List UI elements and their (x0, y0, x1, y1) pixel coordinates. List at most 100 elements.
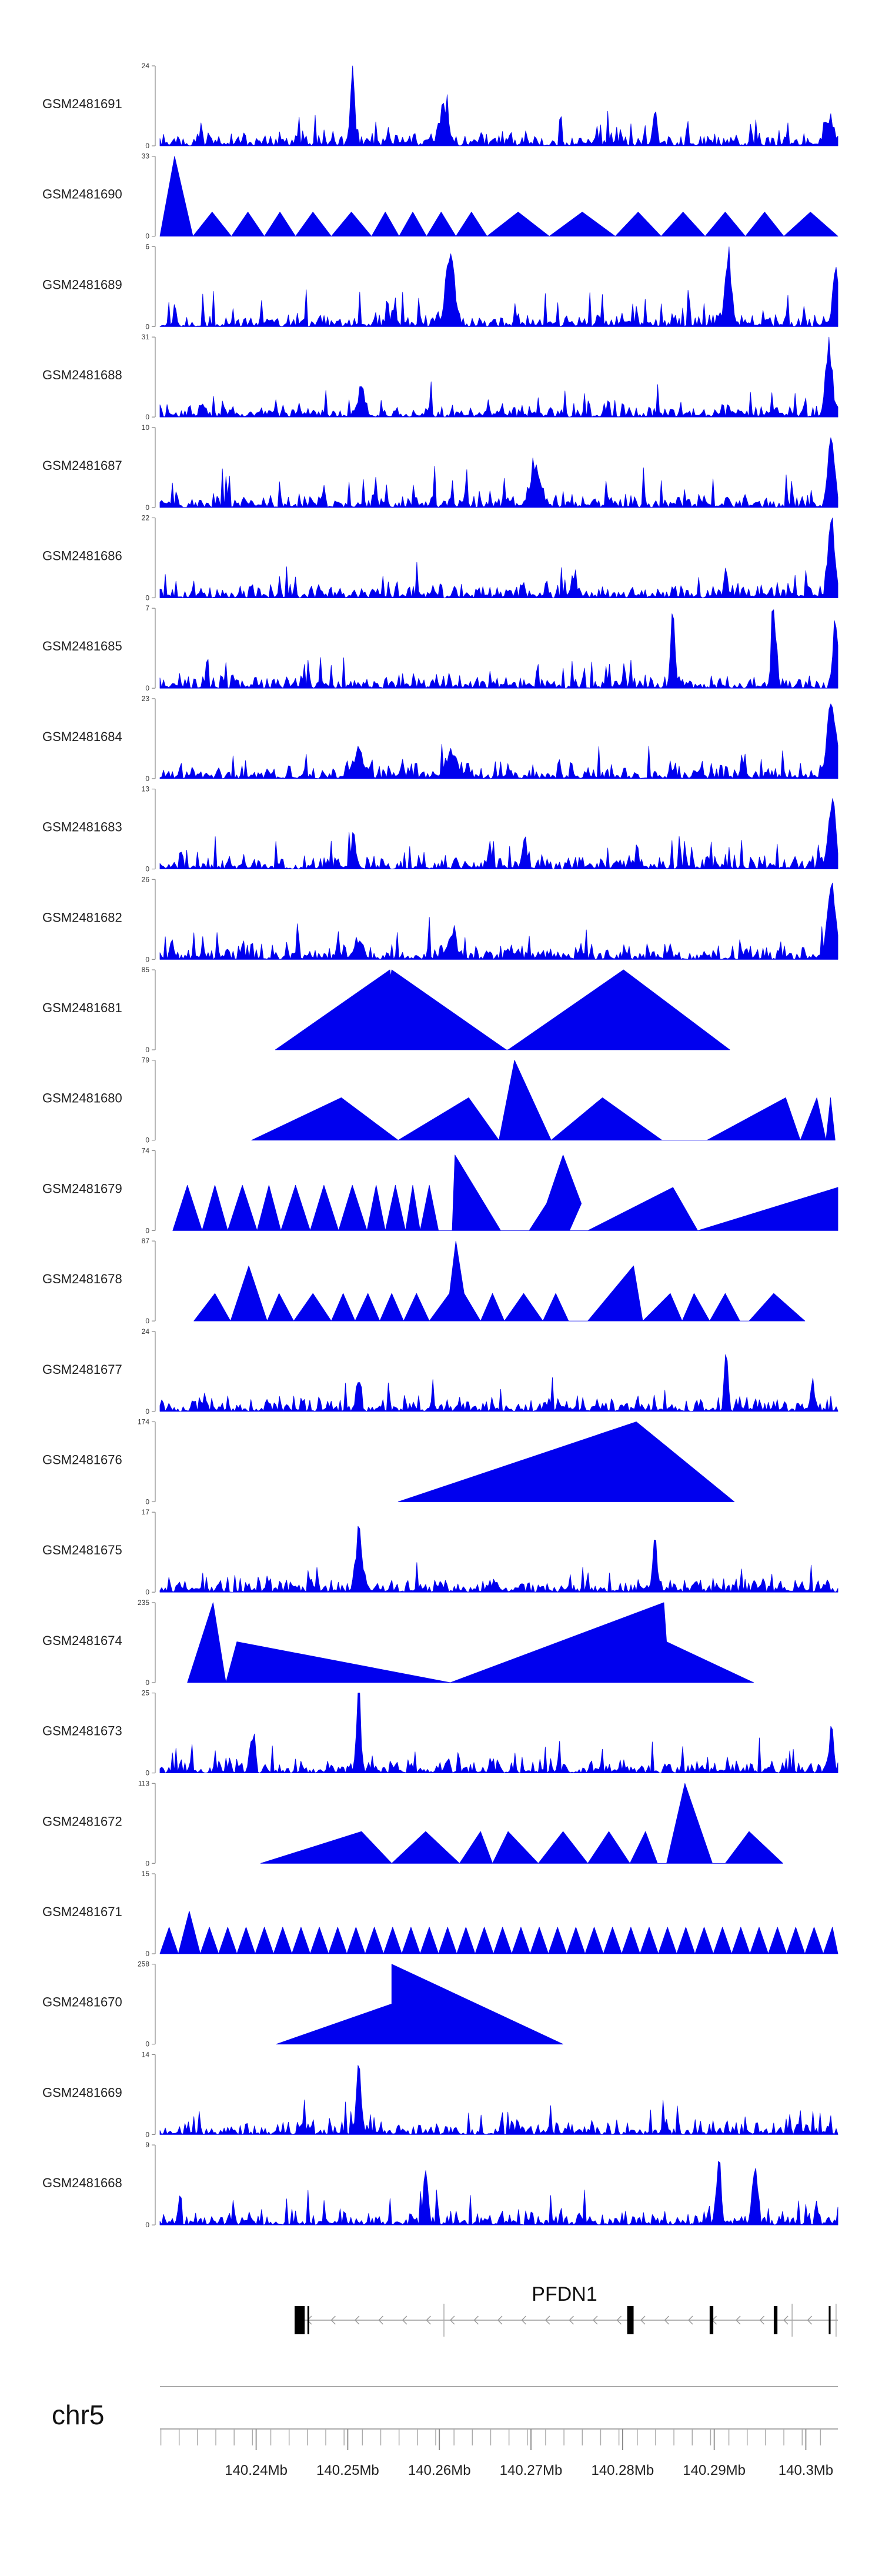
y-max-tick-label: 31 (142, 333, 150, 341)
gene-label: PFDN1 (532, 2283, 597, 2305)
gene-exon (295, 2306, 305, 2334)
coverage-area (159, 246, 838, 327)
axis-tick-label: 140.27Mb (500, 2462, 563, 2478)
track-label: GSM2481675 (42, 1543, 122, 1557)
y-max-tick-label: 25 (142, 1689, 150, 1697)
strand-arrow (426, 2315, 431, 2325)
coverage-area (159, 2065, 838, 2135)
strand-arrow (449, 2315, 455, 2325)
track-label: GSM2481672 (42, 1814, 122, 1828)
coverage-area (260, 1783, 783, 1864)
coverage-area (251, 1060, 836, 1141)
gene-exon (709, 2306, 714, 2334)
track-label: GSM2481673 (42, 1724, 122, 1739)
track-gsm2481684: GSM2481684 23 0 (42, 695, 838, 783)
track-label: GSM2481687 (42, 458, 122, 473)
coverage-area (159, 798, 838, 869)
y-zero-tick-label: 0 (145, 232, 149, 241)
y-max-tick-label: 7 (145, 604, 149, 612)
strand-arrow (783, 2315, 789, 2325)
coverage-area (159, 1526, 838, 1593)
strand-arrow (807, 2315, 813, 2325)
y-zero-tick-label: 0 (145, 1046, 149, 1054)
chromosome-label: chr5 (52, 2400, 104, 2430)
y-zero-tick-label: 0 (145, 1498, 149, 1506)
y-max-tick-label: 33 (142, 152, 150, 161)
strand-arrow (544, 2315, 550, 2325)
y-zero-tick-label: 0 (145, 775, 149, 783)
axis-tick-label: 140.29Mb (683, 2462, 746, 2478)
strand-arrow (521, 2315, 526, 2325)
strand-arrow (759, 2315, 765, 2325)
track-gsm2481676: GSM2481676 174 0 (42, 1418, 735, 1506)
gene-exon (773, 2306, 778, 2334)
strand-arrow (497, 2315, 503, 2325)
y-zero-tick-label: 0 (145, 2221, 149, 2229)
track-label: GSM2481668 (42, 2175, 122, 2190)
y-max-tick-label: 26 (142, 875, 150, 883)
y-max-tick-label: 17 (142, 1508, 150, 1516)
coverage-area (172, 1154, 838, 1231)
axis-tick-label: 140.26Mb (408, 2462, 471, 2478)
track-label: GSM2481680 (42, 1091, 122, 1106)
track-label: GSM2481679 (42, 1181, 122, 1196)
y-max-tick-label: 23 (142, 695, 150, 703)
track-label: GSM2481691 (42, 96, 122, 111)
track-gsm2481673: GSM2481673 25 0 (42, 1689, 838, 1777)
track-label: GSM2481678 (42, 1272, 122, 1286)
y-max-tick-label: 15 (142, 1870, 150, 1878)
track-label: GSM2481688 (42, 368, 122, 382)
track-label: GSM2481686 (42, 549, 122, 563)
genome-axis: chr5 140.24Mb 140.25Mb 140.26Mb 140.27Mb 140… (52, 2386, 838, 2478)
y-zero-tick-label: 0 (145, 1136, 149, 1144)
strand-arrow (664, 2315, 670, 2325)
strand-arrow (616, 2315, 622, 2325)
y-zero-tick-label: 0 (145, 503, 149, 512)
track-gsm2481674: GSM2481674 235 0 (42, 1599, 754, 1687)
coverage-area (159, 156, 838, 237)
y-max-tick-label: 24 (142, 1327, 150, 1336)
coverage-area (276, 1964, 563, 2045)
strand-arrow (592, 2315, 598, 2325)
gene-exon (828, 2306, 831, 2334)
track-label: GSM2481677 (42, 1362, 122, 1377)
track-gsm2481675: GSM2481675 17 0 (42, 1508, 838, 1596)
coverage-area (159, 703, 838, 779)
track-gsm2481671: GSM2481671 15 0 (42, 1870, 838, 1958)
y-zero-tick-label: 0 (145, 955, 149, 963)
track-gsm2481668: GSM2481668 9 0 (42, 2141, 838, 2229)
track-label: GSM2481684 (42, 729, 122, 744)
track-gsm2481683: GSM2481683 13 0 (42, 785, 838, 873)
y-zero-tick-label: 0 (145, 413, 149, 421)
y-zero-tick-label: 0 (145, 1407, 149, 1416)
coverage-area (159, 518, 838, 598)
track-label: GSM2481671 (42, 1904, 122, 1919)
coverage-area (159, 1911, 838, 1954)
track-label: GSM2481690 (42, 187, 122, 202)
track-gsm2481685: GSM2481685 7 0 (42, 604, 838, 692)
track-gsm2481679: GSM2481679 74 0 (42, 1146, 838, 1234)
y-zero-tick-label: 0 (145, 1950, 149, 1958)
y-max-tick-label: 74 (142, 1146, 150, 1154)
y-zero-tick-label: 0 (145, 142, 149, 150)
strand-arrow (569, 2315, 574, 2325)
y-max-tick-label: 6 (145, 242, 149, 251)
track-gsm2481687: GSM2481687 10 0 (42, 423, 838, 512)
track-label: GSM2481685 (42, 639, 122, 653)
y-max-tick-label: 85 (142, 966, 150, 974)
track-gsm2481680: GSM2481680 79 0 (42, 1056, 836, 1144)
y-max-tick-label: 10 (142, 423, 150, 432)
y-max-tick-label: 13 (142, 785, 150, 793)
track-gsm2481677: GSM2481677 24 0 (42, 1327, 838, 1416)
y-max-tick-label: 24 (142, 62, 150, 70)
y-zero-tick-label: 0 (145, 1769, 149, 1777)
coverage-area (159, 437, 838, 508)
strand-arrow (688, 2315, 693, 2325)
y-max-tick-label: 79 (142, 1056, 150, 1065)
coverage-area (187, 1602, 754, 1683)
coverage-area (159, 609, 838, 689)
track-gsm2481672: GSM2481672 113 0 (42, 1779, 783, 1867)
y-max-tick-label: 174 (138, 1418, 149, 1426)
coverage-area (193, 1240, 806, 1322)
